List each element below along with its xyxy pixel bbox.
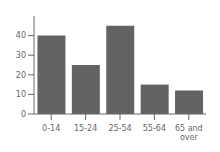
svg-text:30: 30 bbox=[16, 51, 26, 60]
svg-text:0-14: 0-14 bbox=[42, 124, 60, 133]
svg-text:0: 0 bbox=[21, 110, 26, 119]
svg-text:10: 10 bbox=[16, 90, 26, 99]
svg-text:40: 40 bbox=[16, 31, 26, 40]
svg-text:55-64: 55-64 bbox=[143, 124, 166, 133]
svg-text:20: 20 bbox=[16, 71, 26, 80]
svg-text:65 andover: 65 andover bbox=[175, 124, 203, 142]
svg-text:15-24: 15-24 bbox=[74, 124, 97, 133]
svg-text:25-54: 25-54 bbox=[108, 124, 131, 133]
